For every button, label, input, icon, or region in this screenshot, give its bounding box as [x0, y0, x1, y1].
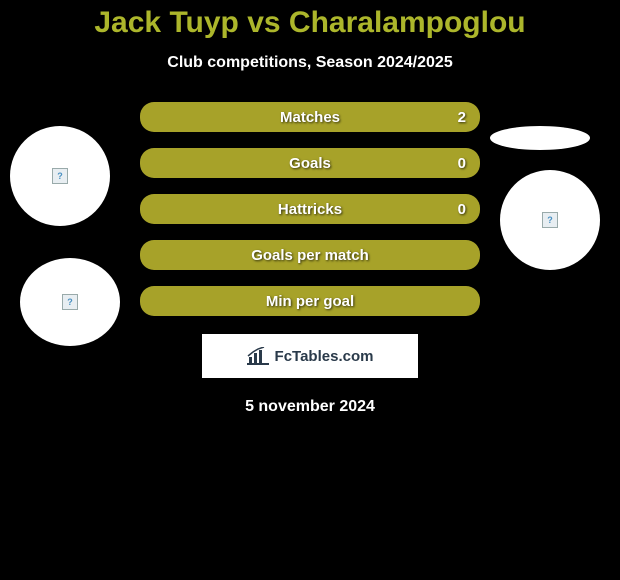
- image-placeholder-icon: ?: [52, 168, 68, 184]
- stat-label: Hattricks: [278, 201, 342, 218]
- stat-row-matches: Matches 2: [140, 102, 480, 132]
- player-avatar-right-2: ?: [500, 170, 600, 270]
- bar-chart-icon: [247, 347, 269, 365]
- player-avatar-right-1: [490, 126, 590, 150]
- stat-row-goals-per-match: Goals per match: [140, 240, 480, 270]
- stat-label: Matches: [280, 109, 340, 126]
- stat-row-goals: Goals 0: [140, 148, 480, 178]
- stats-list: Matches 2 Goals 0 Hattricks 0 Goals per …: [140, 102, 480, 316]
- page-title: Jack Tuyp vs Charalampoglou: [0, 0, 620, 40]
- stat-label: Goals per match: [251, 247, 369, 264]
- stat-label: Goals: [289, 155, 331, 172]
- stat-row-hattricks: Hattricks 0: [140, 194, 480, 224]
- stat-value: 2: [458, 109, 466, 126]
- date-label: 5 november 2024: [0, 398, 620, 416]
- player-avatar-left-2: ?: [20, 258, 120, 346]
- stat-value: 0: [458, 155, 466, 172]
- page-subtitle: Club competitions, Season 2024/2025: [0, 54, 620, 72]
- stat-value: 0: [458, 201, 466, 218]
- stat-label: Min per goal: [266, 293, 354, 310]
- brand-text: FcTables.com: [275, 348, 374, 365]
- stat-row-min-per-goal: Min per goal: [140, 286, 480, 316]
- player-avatar-left-1: ?: [10, 126, 110, 226]
- brand-watermark: FcTables.com: [202, 334, 418, 378]
- image-placeholder-icon: ?: [62, 294, 78, 310]
- image-placeholder-icon: ?: [542, 212, 558, 228]
